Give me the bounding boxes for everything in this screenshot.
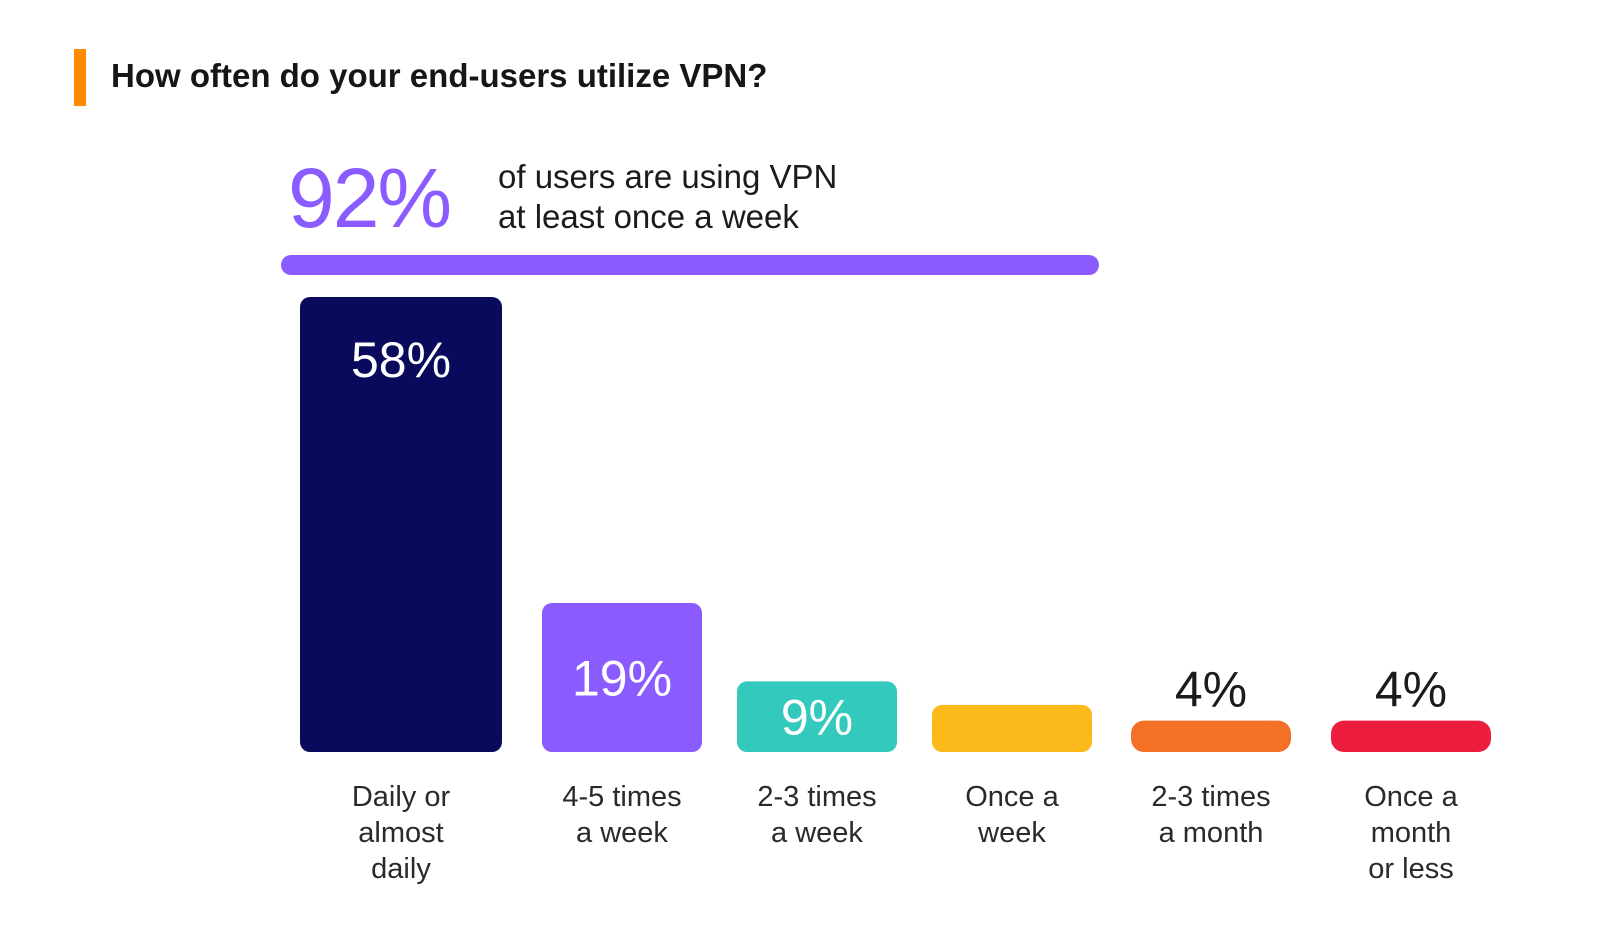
bar-value-label-4: 6%	[976, 646, 1048, 702]
category-label-2-line-2: a week	[576, 817, 668, 849]
callout-text: of users are using VPN at least once a w…	[498, 157, 837, 237]
bar-4	[932, 704, 1092, 752]
callout-bracket-bar	[281, 255, 1099, 275]
category-label-6-line-1: Once a	[1364, 781, 1458, 813]
bar-value-label-1: 58%	[351, 332, 451, 388]
chart-title: How often do your end-users utilize VPN?	[111, 57, 768, 94]
bar-2	[542, 602, 702, 752]
category-label-1-line-3: daily	[371, 853, 431, 885]
bar-5	[1131, 720, 1291, 752]
category-label-4-line-2: week	[977, 817, 1046, 849]
category-label-5-line-1: 2-3 times	[1151, 781, 1270, 813]
bar-value-label-2: 19%	[572, 650, 672, 706]
category-label-6-line-2: month	[1371, 817, 1452, 849]
category-label-5-line-2: a month	[1159, 817, 1264, 849]
category-label-2-line-1: 4-5 times	[562, 781, 681, 813]
category-label-3-line-1: 2-3 times	[757, 781, 876, 813]
category-label-3-line-2: a week	[771, 817, 863, 849]
bar-1	[300, 297, 502, 752]
title-accent-bar	[74, 49, 86, 106]
callout-value: 92%	[288, 151, 452, 245]
callout-line-1: of users are using VPN	[498, 158, 838, 195]
category-label-1-line-1: Daily or	[352, 781, 451, 813]
bar-value-label-3: 9%	[781, 690, 853, 746]
callout-line-2: at least once a week	[498, 198, 799, 235]
bar-6	[1331, 720, 1491, 752]
bar-3	[737, 681, 897, 752]
category-label-6-line-3: or less	[1368, 853, 1453, 885]
bar-value-label-6: 4%	[1375, 662, 1447, 718]
category-label-4-line-1: Once a	[965, 781, 1059, 813]
category-label-1-line-2: almost	[358, 817, 443, 849]
bar-value-label-5: 4%	[1175, 662, 1247, 718]
